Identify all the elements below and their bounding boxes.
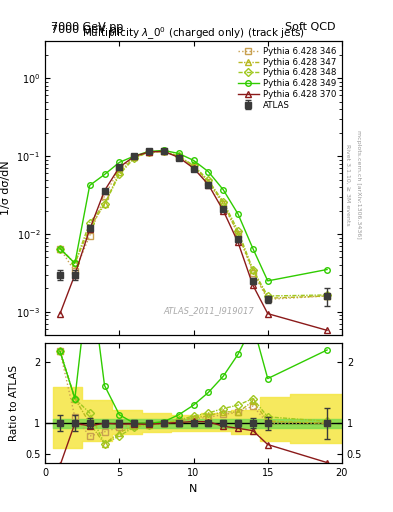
Pythia 6.428 370 [221, 207, 226, 214]
Pythia 6.428 346 [147, 149, 151, 155]
Pythia 6.428 347 [73, 260, 77, 266]
Pythia 6.428 348 [191, 162, 196, 168]
Pythia 6.428 346 [176, 154, 181, 160]
X-axis label: N: N [189, 484, 198, 494]
Pythia 6.428 346 [236, 231, 241, 237]
Pythia 6.428 349 [147, 148, 151, 155]
Pythia 6.428 347 [132, 155, 137, 161]
Pythia 6.428 348 [251, 266, 255, 272]
Pythia 6.428 370 [102, 187, 107, 194]
Pythia 6.428 349 [176, 151, 181, 157]
Pythia 6.428 370 [73, 272, 77, 278]
Pythia 6.428 346 [191, 164, 196, 170]
Y-axis label: Ratio to ATLAS: Ratio to ATLAS [9, 365, 19, 441]
Pythia 6.428 349 [117, 159, 122, 165]
Title: Multiplicity $\lambda\_0^0$ (charged only) (track jets): Multiplicity $\lambda\_0^0$ (charged onl… [82, 25, 305, 41]
Pythia 6.428 348 [58, 245, 62, 251]
Pythia 6.428 346 [221, 201, 226, 207]
Pythia 6.428 347 [236, 231, 241, 237]
Pythia 6.428 349 [87, 182, 92, 188]
Pythia 6.428 348 [206, 177, 211, 183]
Legend: Pythia 6.428 346, Pythia 6.428 347, Pythia 6.428 348, Pythia 6.428 349, Pythia 6: Pythia 6.428 346, Pythia 6.428 347, Pyth… [236, 45, 338, 111]
Text: ATLAS_2011_I919017: ATLAS_2011_I919017 [163, 306, 254, 315]
Pythia 6.428 348 [87, 220, 92, 226]
Text: Rivet 3.1.10, ≥ 3M events: Rivet 3.1.10, ≥ 3M events [345, 143, 350, 225]
Pythia 6.428 370 [251, 282, 255, 288]
Pythia 6.428 348 [176, 153, 181, 159]
Pythia 6.428 370 [87, 226, 92, 232]
Pythia 6.428 348 [162, 148, 166, 155]
Pythia 6.428 347 [58, 245, 62, 251]
Line: Pythia 6.428 370: Pythia 6.428 370 [57, 148, 330, 333]
Pythia 6.428 346 [87, 232, 92, 239]
Pythia 6.428 347 [325, 293, 329, 299]
Pythia 6.428 347 [191, 163, 196, 169]
Pythia 6.428 349 [206, 168, 211, 175]
Pythia 6.428 348 [102, 201, 107, 207]
Y-axis label: 1/σ dσ/dN: 1/σ dσ/dN [1, 161, 11, 216]
Pythia 6.428 348 [265, 293, 270, 299]
Pythia 6.428 346 [117, 166, 122, 172]
Pythia 6.428 349 [132, 153, 137, 159]
Pythia 6.428 348 [73, 260, 77, 266]
Line: Pythia 6.428 346: Pythia 6.428 346 [57, 148, 330, 302]
Line: Pythia 6.428 348: Pythia 6.428 348 [57, 148, 330, 299]
Pythia 6.428 370 [58, 311, 62, 317]
Pythia 6.428 346 [206, 179, 211, 185]
Pythia 6.428 370 [117, 164, 122, 170]
Pythia 6.428 349 [251, 245, 255, 251]
Pythia 6.428 348 [221, 199, 226, 205]
Pythia 6.428 370 [132, 153, 137, 159]
Pythia 6.428 346 [132, 154, 137, 160]
Pythia 6.428 347 [176, 153, 181, 159]
Pythia 6.428 348 [236, 228, 241, 234]
Pythia 6.428 347 [147, 149, 151, 155]
Pythia 6.428 346 [251, 269, 255, 275]
Pythia 6.428 348 [325, 292, 329, 298]
Pythia 6.428 349 [73, 260, 77, 266]
Pythia 6.428 349 [102, 172, 107, 178]
Pythia 6.428 347 [206, 179, 211, 185]
Pythia 6.428 370 [265, 311, 270, 317]
Pythia 6.428 346 [265, 296, 270, 303]
Line: Pythia 6.428 347: Pythia 6.428 347 [57, 148, 330, 301]
Pythia 6.428 348 [147, 149, 151, 155]
Pythia 6.428 348 [132, 155, 137, 161]
Pythia 6.428 349 [162, 147, 166, 154]
Text: 7000 GeV pp: 7000 GeV pp [51, 22, 123, 32]
Text: mcplots.cern.ch [arXiv:1306.3436]: mcplots.cern.ch [arXiv:1306.3436] [356, 130, 361, 239]
Pythia 6.428 347 [221, 200, 226, 206]
Pythia 6.428 349 [221, 187, 226, 193]
Pythia 6.428 349 [325, 266, 329, 272]
Pythia 6.428 370 [191, 165, 196, 171]
Pythia 6.428 347 [102, 201, 107, 207]
Pythia 6.428 349 [265, 278, 270, 284]
Pythia 6.428 347 [162, 148, 166, 155]
Pythia 6.428 347 [251, 267, 255, 273]
Pythia 6.428 346 [102, 193, 107, 199]
Text: 7000 GeV pp: 7000 GeV pp [51, 25, 123, 35]
Pythia 6.428 370 [325, 327, 329, 333]
Pythia 6.428 370 [147, 149, 151, 155]
Text: Soft QCD: Soft QCD [285, 22, 336, 32]
Pythia 6.428 347 [265, 295, 270, 301]
Pythia 6.428 347 [117, 169, 122, 175]
Pythia 6.428 346 [73, 268, 77, 274]
Pythia 6.428 346 [162, 148, 166, 155]
Pythia 6.428 370 [162, 148, 166, 155]
Line: Pythia 6.428 349: Pythia 6.428 349 [57, 147, 330, 284]
Pythia 6.428 370 [206, 182, 211, 188]
Pythia 6.428 346 [58, 245, 62, 251]
Pythia 6.428 347 [87, 225, 92, 231]
Pythia 6.428 348 [117, 172, 122, 178]
Pythia 6.428 349 [236, 211, 241, 217]
Pythia 6.428 370 [236, 239, 241, 245]
Pythia 6.428 349 [191, 157, 196, 163]
Pythia 6.428 349 [58, 245, 62, 251]
Pythia 6.428 346 [325, 293, 329, 299]
Pythia 6.428 370 [176, 155, 181, 161]
